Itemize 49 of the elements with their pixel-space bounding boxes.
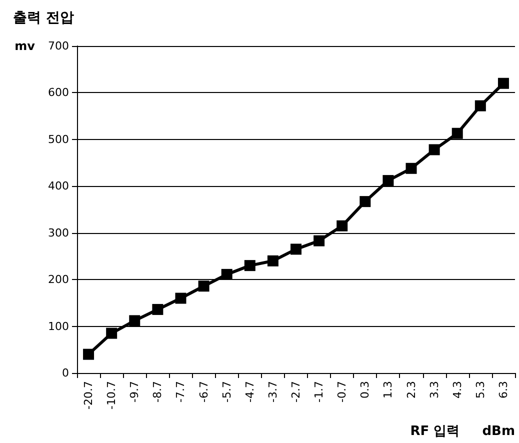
point <box>360 196 371 208</box>
point <box>221 268 232 280</box>
x-tick-label: -3.7 <box>266 381 280 402</box>
y-tick-label: 100 <box>48 320 69 333</box>
x-tick-label: -2.7 <box>290 381 302 402</box>
point <box>314 235 325 246</box>
point <box>83 348 94 360</box>
point <box>452 128 463 139</box>
point <box>129 315 140 326</box>
y-tick-label: 200 <box>48 273 69 286</box>
point <box>336 220 348 232</box>
x-tick-label: -0.7 <box>336 381 349 402</box>
x-tick-label: 0.3 <box>358 381 372 398</box>
point <box>198 280 210 292</box>
point <box>152 304 164 315</box>
x-tick-label: -20.7 <box>82 381 96 410</box>
point <box>290 244 302 255</box>
y-tick-label: 600 <box>48 86 69 100</box>
x-tick-label: 5.3 <box>474 381 487 398</box>
x-tick-label: -9.7 <box>128 381 142 402</box>
x-tick-label: -6.7 <box>197 381 210 402</box>
x-tick-label: -5.7 <box>220 381 234 402</box>
point <box>428 144 440 156</box>
x-tick-label: 6.3 <box>496 381 510 398</box>
x-tick-label: 1.3 <box>382 381 395 398</box>
point <box>244 260 256 272</box>
x-tick-label: -10.7 <box>105 381 118 410</box>
y-tick-label: 500 <box>48 132 69 146</box>
point <box>474 100 486 112</box>
point <box>406 162 417 174</box>
x-tick-label: 3.3 <box>428 381 441 398</box>
point <box>267 255 278 266</box>
x-tick-label: -1.7 <box>312 381 326 402</box>
y-tick-label: 400 <box>48 180 69 193</box>
chart-title: 출력 전압 <box>13 10 74 26</box>
x-tick-label: -8.7 <box>151 381 164 402</box>
x-tick-label: 2.3 <box>404 381 418 398</box>
point <box>175 292 186 304</box>
y-axis-title: mv <box>14 39 36 53</box>
point <box>106 328 118 339</box>
x-tick-label: 4.3 <box>450 381 464 398</box>
point <box>498 78 509 89</box>
y-tick-label: 700 <box>48 40 69 52</box>
x-axis-title: RF 입력 dBm <box>410 424 515 439</box>
y-tick-label: 300 <box>48 226 69 240</box>
y-tick-label: 0 <box>62 366 69 380</box>
x-tick-label: -7.7 <box>174 381 188 402</box>
point <box>382 175 394 186</box>
x-tick-label: -4.7 <box>243 381 256 402</box>
